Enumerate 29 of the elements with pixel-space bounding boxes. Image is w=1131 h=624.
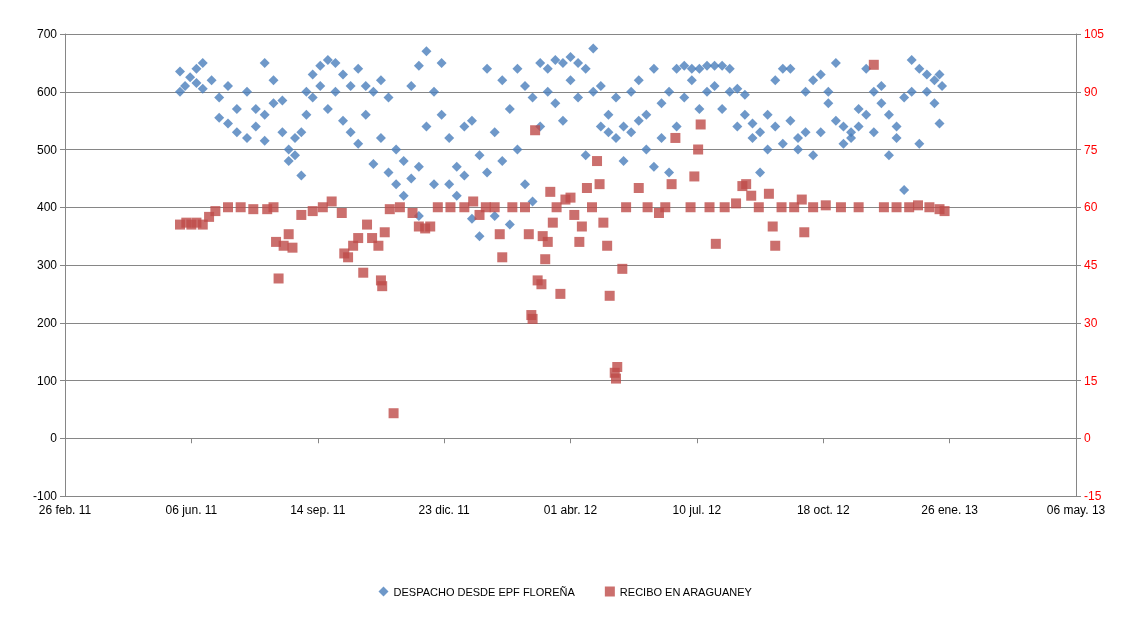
x-tick-label: 23 dic. 11: [418, 503, 471, 517]
y-tick-label: -100: [32, 489, 58, 503]
y2-tick-label: -15: [1084, 489, 1102, 503]
x-tick-label: 06 may. 13: [1046, 503, 1106, 517]
x-tick-label: 26 feb. 11: [38, 503, 92, 517]
x-tick-label: 06 jun. 11: [165, 503, 218, 517]
y-tick-label: 300: [36, 258, 58, 272]
legend-label: DESPACHO DESDE EPF FLOREÑA: [393, 585, 576, 598]
x-tick-label: 14 sep. 11: [290, 503, 346, 517]
x-tick-label: 10 jul. 12: [672, 503, 722, 517]
x-tick-label: 01 abr. 12: [543, 503, 598, 517]
y2-tick-label: 75: [1084, 142, 1098, 157]
y2-tick-label: 60: [1084, 200, 1098, 215]
y2-tick-label: 30: [1084, 315, 1098, 330]
y-tick-label: 600: [36, 84, 58, 99]
legend-label: RECIBO EN ARAGUANEY: [619, 585, 753, 598]
x-tick-label: 26 ene. 13: [921, 503, 979, 517]
y-tick-label: 100: [36, 373, 58, 388]
y2-tick-label: 45: [1084, 258, 1098, 272]
y-tick-label: 200: [36, 315, 58, 330]
y-tick-label: 0: [50, 431, 58, 446]
y2-tick-label: 15: [1084, 373, 1098, 388]
y2-tick-label: 105: [1084, 27, 1105, 41]
y-tick-label: 700: [36, 27, 58, 41]
x-tick-label: 18 oct. 12: [796, 503, 850, 517]
y-tick-label: 500: [36, 142, 58, 157]
y-tick-label: 400: [36, 200, 58, 215]
y2-tick-label: 0: [1084, 431, 1091, 446]
y2-tick-label: 90: [1084, 84, 1098, 99]
